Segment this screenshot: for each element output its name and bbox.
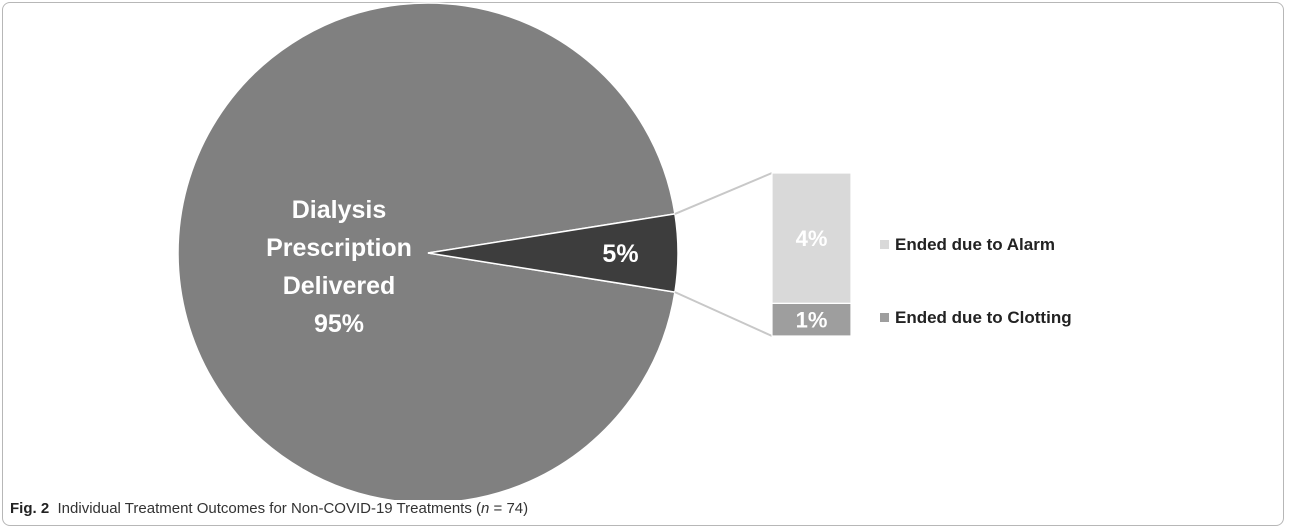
legend-label-alarm: Ended due to Alarm [895, 235, 1055, 254]
figure-number: Fig. 2 [10, 500, 50, 517]
legend: Ended due to Alarm Ended due to Clotting [880, 235, 1072, 327]
caption-n-value: = 74) [489, 500, 529, 517]
bar-segment-clotting-label: 1% [796, 308, 828, 333]
pie-slice-ended-early [427, 213, 679, 293]
center-label-line: Delivered [283, 272, 396, 300]
main-pie: 5% [177, 2, 679, 500]
main-slice-label: Dialysis Prescription Delivered 95% [266, 196, 412, 338]
breakdown-bar: 4% 1% [771, 172, 852, 337]
bar-segment-clotting [771, 302, 852, 337]
center-label-line: 95% [314, 310, 364, 338]
pie-slice-dialysis-delivered [177, 2, 676, 500]
legend-label-clotting: Ended due to Clotting [895, 308, 1072, 327]
caption-text: Individual Treatment Outcomes for Non-CO… [57, 500, 482, 517]
connector-lines [674, 172, 773, 337]
connector-line-bottom [674, 291, 773, 337]
legend-swatch-clotting [880, 313, 889, 322]
center-label-line: Dialysis [292, 196, 387, 224]
pie-of-bar-chart: 5% 4% 1% Ended due to Alarm Ended due to C… [177, 2, 1072, 500]
bar-segment-alarm-label: 4% [796, 226, 828, 251]
figure-caption: Fig. 2 Individual Treatment Outcomes for… [10, 500, 528, 517]
center-label-line: Prescription [266, 234, 412, 262]
legend-swatch-alarm [880, 240, 889, 249]
small-slice-value-label: 5% [602, 240, 638, 268]
connector-line-top [674, 172, 773, 215]
caption-n-symbol: n [481, 500, 490, 517]
